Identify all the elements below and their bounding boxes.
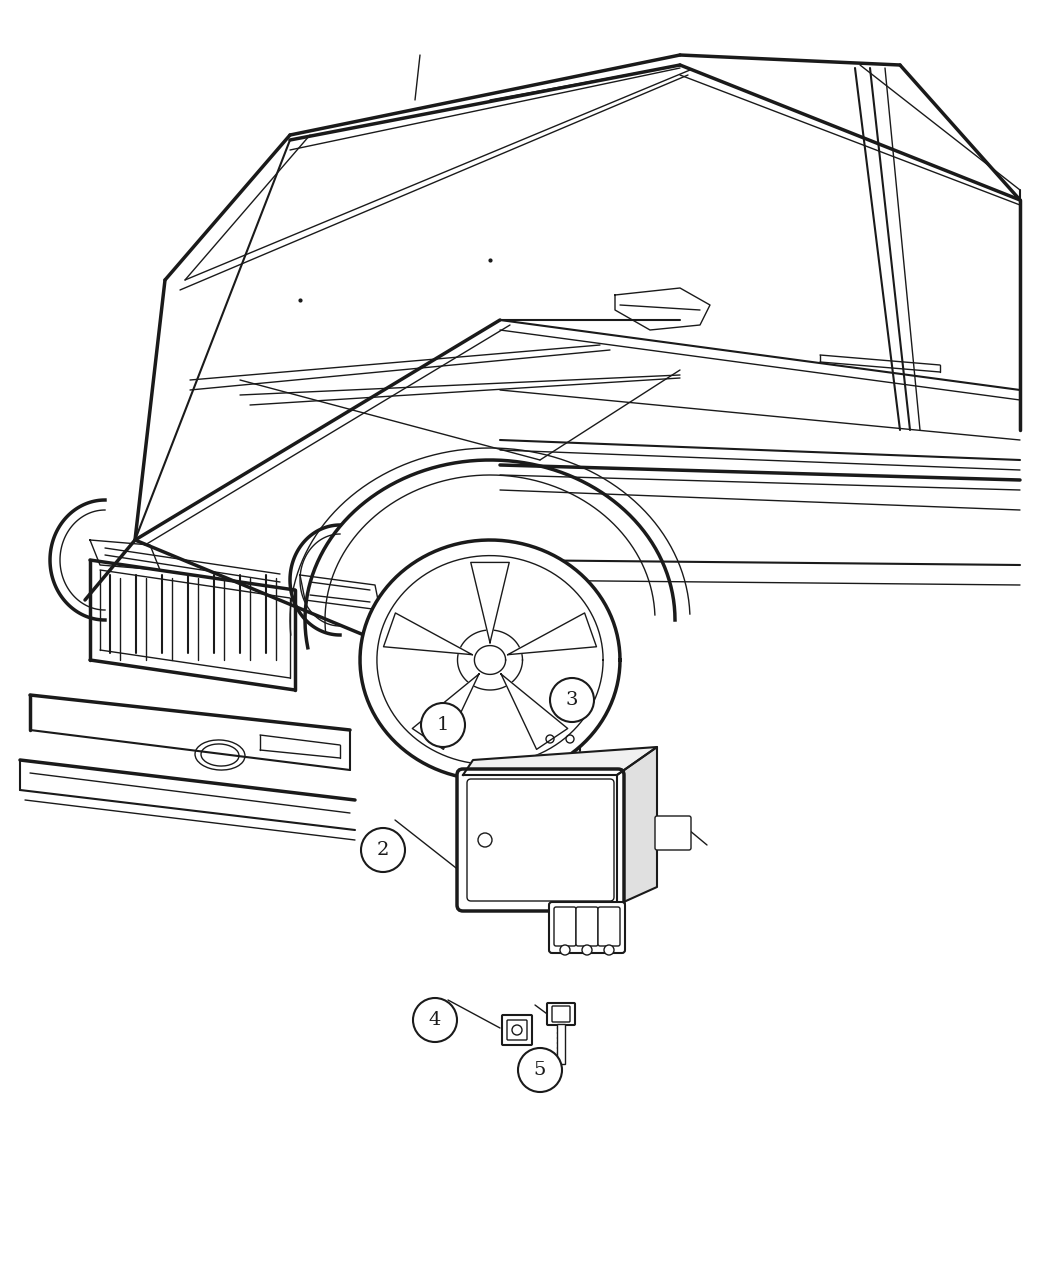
Circle shape <box>604 945 614 955</box>
FancyBboxPatch shape <box>576 907 598 946</box>
Bar <box>556 1024 565 1065</box>
Circle shape <box>421 703 465 747</box>
Polygon shape <box>463 747 657 775</box>
FancyBboxPatch shape <box>549 901 625 952</box>
Circle shape <box>518 1048 562 1091</box>
FancyBboxPatch shape <box>655 816 691 850</box>
Text: 2: 2 <box>377 842 390 859</box>
FancyBboxPatch shape <box>598 907 620 946</box>
Circle shape <box>560 945 570 955</box>
Polygon shape <box>552 905 622 950</box>
Circle shape <box>361 827 405 872</box>
Circle shape <box>550 678 594 722</box>
Text: 1: 1 <box>437 717 449 734</box>
Polygon shape <box>300 575 380 609</box>
Circle shape <box>413 998 457 1042</box>
FancyBboxPatch shape <box>552 1006 570 1023</box>
Text: 4: 4 <box>428 1011 441 1029</box>
Circle shape <box>478 833 492 847</box>
Polygon shape <box>413 674 479 750</box>
Polygon shape <box>475 645 506 674</box>
Polygon shape <box>90 541 160 570</box>
FancyBboxPatch shape <box>554 907 576 946</box>
Polygon shape <box>617 747 657 905</box>
Polygon shape <box>463 775 617 905</box>
Polygon shape <box>383 613 472 654</box>
Circle shape <box>582 945 592 955</box>
Polygon shape <box>508 613 596 654</box>
Text: 3: 3 <box>566 691 579 709</box>
FancyBboxPatch shape <box>457 769 624 912</box>
Polygon shape <box>501 674 568 750</box>
Polygon shape <box>360 541 620 780</box>
FancyBboxPatch shape <box>507 1020 527 1040</box>
FancyBboxPatch shape <box>547 1003 575 1025</box>
FancyBboxPatch shape <box>502 1015 532 1046</box>
Polygon shape <box>470 562 509 643</box>
Polygon shape <box>615 288 710 330</box>
Text: 5: 5 <box>533 1061 546 1079</box>
Polygon shape <box>657 815 687 850</box>
